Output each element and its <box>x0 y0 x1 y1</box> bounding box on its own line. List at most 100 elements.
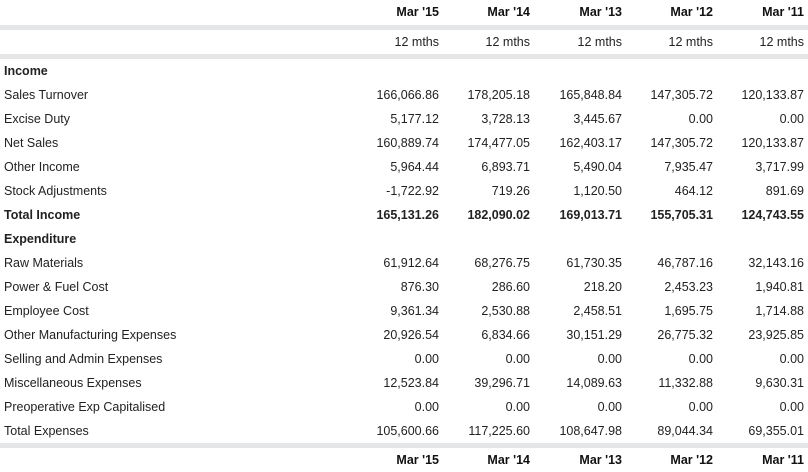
value-cell: 5,177.12 <box>390 112 439 126</box>
value-cell: 182,090.02 <box>467 208 530 222</box>
row-label: Other Income <box>4 160 80 174</box>
value-cell: 0.00 <box>779 112 804 126</box>
months-row: 12 mths 12 mths 12 mths 12 mths 12 mths <box>0 30 808 54</box>
value-cell: 218.20 <box>583 280 622 294</box>
year-header-row: Mar '15 Mar '14 Mar '13 Mar '12 Mar '11 <box>0 0 808 24</box>
table-row: Selling and Admin Expenses 0.00 0.00 0.0… <box>0 347 808 371</box>
value-cell: 1,695.75 <box>664 304 713 318</box>
value-cell: 147,305.72 <box>650 88 713 102</box>
value-cell: 0.00 <box>597 400 622 414</box>
months-divider <box>0 54 808 59</box>
value-cell: 1,120.50 <box>573 184 622 198</box>
row-label: Employee Cost <box>4 304 89 318</box>
value-cell: 124,743.55 <box>741 208 804 222</box>
year-header-cell: Mar '11 <box>762 5 804 19</box>
value-cell: 108,647.98 <box>559 424 622 438</box>
value-cell: 0.00 <box>688 352 713 366</box>
value-cell: 0.00 <box>597 352 622 366</box>
year-footer-cell: Mar '14 <box>487 453 530 467</box>
row-label: Miscellaneous Expenses <box>4 376 142 390</box>
row-label: Total Expenses <box>4 424 89 438</box>
months-cell: 12 mths <box>759 35 804 49</box>
value-cell: 3,728.13 <box>481 112 530 126</box>
value-cell: 0.00 <box>414 400 439 414</box>
year-footer-cell: Mar '11 <box>762 453 804 467</box>
year-footer-cell: Mar '13 <box>579 453 622 467</box>
row-label: Excise Duty <box>4 112 70 126</box>
value-cell: 9,630.31 <box>755 376 804 390</box>
row-label: Preoperative Exp Capitalised <box>4 400 166 414</box>
section-heading-income: Income <box>0 59 808 83</box>
value-cell: 166,066.86 <box>376 88 439 102</box>
table-row: Other Manufacturing Expenses 20,926.54 6… <box>0 323 808 347</box>
value-cell: 32,143.16 <box>748 256 804 270</box>
value-cell: 23,925.85 <box>748 328 804 342</box>
value-cell: 169,013.71 <box>559 208 622 222</box>
months-cell: 12 mths <box>394 35 439 49</box>
table-row: Sales Turnover 166,066.86 178,205.18 165… <box>0 83 808 107</box>
value-cell: 68,276.75 <box>474 256 530 270</box>
table-row: Power & Fuel Cost 876.30 286.60 218.20 2… <box>0 275 808 299</box>
value-cell: 719.26 <box>491 184 530 198</box>
year-header-cell: Mar '15 <box>396 5 439 19</box>
row-label: Other Manufacturing Expenses <box>4 328 177 342</box>
table-row: Employee Cost 9,361.34 2,530.88 2,458.51… <box>0 299 808 323</box>
year-header-cell: Mar '13 <box>579 5 622 19</box>
value-cell: 165,131.26 <box>376 208 439 222</box>
value-cell: 162,403.17 <box>559 136 622 150</box>
months-cell: 12 mths <box>485 35 530 49</box>
table-row: Miscellaneous Expenses 12,523.84 39,296.… <box>0 371 808 395</box>
value-cell: 3,445.67 <box>573 112 622 126</box>
value-cell: -1,722.92 <box>386 184 439 198</box>
value-cell: 0.00 <box>779 400 804 414</box>
year-header-cell: Mar '12 <box>670 5 713 19</box>
value-cell: 20,926.54 <box>383 328 439 342</box>
year-footer-cell: Mar '15 <box>396 453 439 467</box>
value-cell: 2,453.23 <box>664 280 713 294</box>
value-cell: 286.60 <box>491 280 530 294</box>
value-cell: 1,714.88 <box>755 304 804 318</box>
row-label: Net Sales <box>4 136 59 150</box>
value-cell: 1,940.81 <box>755 280 804 294</box>
value-cell: 46,787.16 <box>657 256 713 270</box>
table-row: Net Sales 160,889.74 174,477.05 162,403.… <box>0 131 808 155</box>
value-cell: 178,205.18 <box>467 88 530 102</box>
section-title: Income <box>4 64 48 78</box>
value-cell: 117,225.60 <box>468 424 530 438</box>
row-label: Power & Fuel Cost <box>4 280 109 294</box>
section-title: Expenditure <box>4 232 77 246</box>
value-cell: 0.00 <box>414 352 439 366</box>
value-cell: 165,848.84 <box>559 88 622 102</box>
value-cell: 0.00 <box>505 352 530 366</box>
table-row: Stock Adjustments -1,722.92 719.26 1,120… <box>0 179 808 203</box>
row-label: Selling and Admin Expenses <box>4 352 163 366</box>
value-cell: 2,530.88 <box>481 304 530 318</box>
row-label: Total Income <box>4 208 81 222</box>
months-cell: 12 mths <box>577 35 622 49</box>
value-cell: 147,305.72 <box>650 136 713 150</box>
row-label: Raw Materials <box>4 256 84 270</box>
value-cell: 891.69 <box>765 184 804 198</box>
value-cell: 120,133.87 <box>741 88 804 102</box>
value-cell: 6,834.66 <box>481 328 530 342</box>
value-cell: 0.00 <box>779 352 804 366</box>
footer-divider <box>0 443 808 448</box>
row-label: Sales Turnover <box>4 88 89 102</box>
value-cell: 9,361.34 <box>390 304 439 318</box>
table-row: Other Income 5,964.44 6,893.71 5,490.04 … <box>0 155 808 179</box>
value-cell: 39,296.71 <box>474 376 530 390</box>
section-heading-expenditure: Expenditure <box>0 227 808 251</box>
value-cell: 876.30 <box>400 280 439 294</box>
value-cell: 2,458.51 <box>573 304 622 318</box>
value-cell: 3,717.99 <box>755 160 804 174</box>
value-cell: 0.00 <box>688 400 713 414</box>
year-footer-row: Mar '15 Mar '14 Mar '13 Mar '12 Mar '11 <box>0 448 808 472</box>
value-cell: 11,332.88 <box>658 376 713 390</box>
header-divider <box>0 25 808 30</box>
value-cell: 12,523.84 <box>383 376 439 390</box>
value-cell: 61,730.35 <box>566 256 622 270</box>
value-cell: 105,600.66 <box>376 424 439 438</box>
months-cell: 12 mths <box>668 35 713 49</box>
value-cell: 69,355.01 <box>748 424 804 438</box>
value-cell: 7,935.47 <box>664 160 713 174</box>
